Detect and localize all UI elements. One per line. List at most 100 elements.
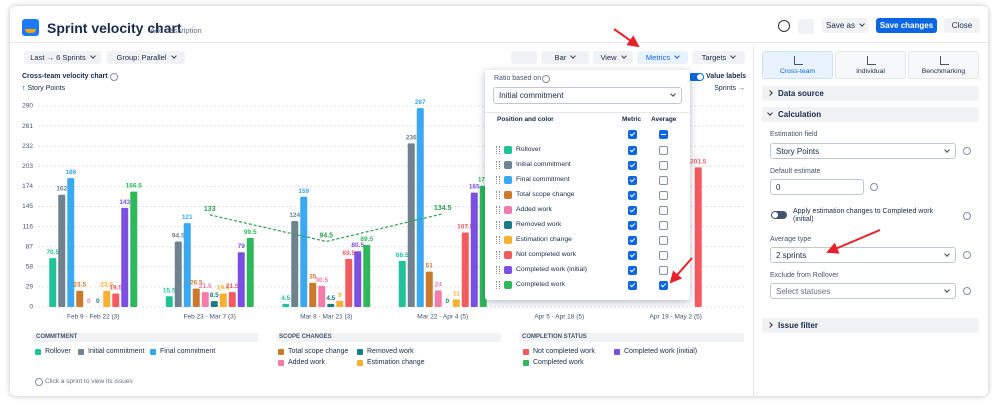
legend-label[interactable]: Removed work [367,348,414,355]
panel-tab[interactable]: Individual [835,51,906,79]
group-button[interactable]: Group: Parallel [107,51,185,64]
row-color[interactable] [504,266,512,274]
exclude-info[interactable] [963,287,971,295]
metric-checkbox[interactable] [628,206,637,215]
targets-button[interactable]: Targets [692,51,745,64]
chart-info-icon[interactable] [110,73,118,81]
add-description[interactable]: Add description [150,26,202,35]
legend-group-header: COMMITMENT [33,333,258,342]
data-source-section[interactable]: Data source [762,86,979,101]
average-checkbox[interactable] [659,206,668,215]
drag-handle[interactable] [496,281,500,289]
issue-filter-section[interactable]: Issue filter [762,318,979,333]
row-color[interactable] [504,161,512,169]
legend-label[interactable]: Not completed work [533,348,595,355]
average-checkbox[interactable] [659,251,668,260]
legend-label[interactable]: Added work [288,359,325,366]
average-checkbox[interactable] [659,146,668,155]
row-color[interactable] [504,251,512,259]
row-name: Completed work [516,281,566,288]
number-percent-toggle[interactable] [511,51,537,64]
metric-checkbox[interactable] [628,281,637,290]
panel-tab[interactable]: Cross-team [762,51,833,79]
metric-checkbox[interactable] [628,251,637,260]
apply-info[interactable] [963,212,971,220]
drag-handle[interactable] [496,221,500,229]
metrics-button[interactable]: Metrics [637,51,688,64]
hint-icon [35,378,43,386]
metric-checkbox[interactable] [628,161,637,170]
metric-checkbox[interactable] [628,191,637,200]
legend-label[interactable]: Completed work [533,359,584,366]
row-color[interactable] [504,146,512,154]
drag-handle[interactable] [496,176,500,184]
ratio-select[interactable]: Initial commitment [493,87,682,104]
estimation-info[interactable] [963,147,971,155]
save-changes-button[interactable]: Save changes [876,18,937,33]
tab-label: Individual [856,68,885,75]
drag-handle[interactable] [496,206,500,214]
average-type-label: Average type [770,236,812,243]
apply-toggle[interactable] [771,211,787,219]
legend-label[interactable]: Final commitment [160,348,216,355]
help-button[interactable] [778,20,790,32]
panel-tab[interactable]: Benchmarking [908,51,979,79]
legend-label[interactable]: Rollover [45,348,71,355]
all-metric-checkbox[interactable] [628,130,637,139]
metric-checkbox[interactable] [628,221,637,230]
drag-handle[interactable] [496,266,500,274]
average-checkbox[interactable] [659,221,668,230]
view-label: View [600,53,617,62]
default-info[interactable] [870,183,878,191]
average-checkbox[interactable] [659,281,668,290]
calculation-section[interactable]: Calculation [762,107,979,122]
save-as-button[interactable]: Save as [822,18,868,33]
exclude-select[interactable]: Select statuses [770,283,956,299]
row-color[interactable] [504,191,512,199]
chart-type-button[interactable]: Bar [541,51,589,64]
metric-checkbox[interactable] [628,146,637,155]
average-checkbox[interactable] [659,266,668,275]
value-labels-toggle[interactable] [688,73,704,81]
metric-checkbox[interactable] [628,176,637,185]
drag-handle[interactable] [496,146,500,154]
more-button[interactable] [798,19,814,34]
x-tick-label: Mar 22 - Apr 4 (5) [417,314,468,321]
default-estimate-input[interactable]: 0 [770,179,864,195]
value-label: 0 [445,298,449,305]
drag-handle[interactable] [496,251,500,259]
drag-handle[interactable] [496,191,500,199]
value-label: 15.5 [163,287,176,294]
view-button[interactable]: View [593,51,633,64]
drag-handle[interactable] [496,236,500,244]
row-color[interactable] [504,176,512,184]
bar [345,258,353,307]
estimation-field-select[interactable]: Story Points [770,143,956,159]
x-tick-label: Feb 23 - Mar 7 (3) [184,314,236,321]
estimation-field-label: Estimation field [770,131,818,138]
legend-label[interactable]: Total scope change [288,348,349,355]
metric-checkbox[interactable] [628,236,637,245]
drag-handle[interactable] [496,161,500,169]
ratio-info[interactable] [542,75,550,83]
row-color[interactable] [504,236,512,244]
legend-label[interactable]: Completed work (initial) [624,348,698,355]
row-color[interactable] [504,281,512,289]
all-average-checkbox[interactable] [659,130,668,139]
average-checkbox[interactable] [659,176,668,185]
legend-label[interactable]: Estimation change [367,359,425,366]
row-color[interactable] [504,221,512,229]
row-color[interactable] [504,206,512,214]
bar [416,108,424,307]
metric-checkbox[interactable] [628,266,637,275]
average-info[interactable] [963,251,971,259]
value-label: 9 [338,292,342,299]
average-checkbox[interactable] [659,191,668,200]
average-checkbox[interactable] [659,161,668,170]
value-label: 162 [56,186,67,193]
legend-swatch [523,349,529,355]
range-button[interactable]: Last → 6 Sprints [24,51,101,64]
close-button[interactable]: Close [944,18,980,33]
average-checkbox[interactable] [659,236,668,245]
legend-label[interactable]: Initial commitment [88,348,145,355]
